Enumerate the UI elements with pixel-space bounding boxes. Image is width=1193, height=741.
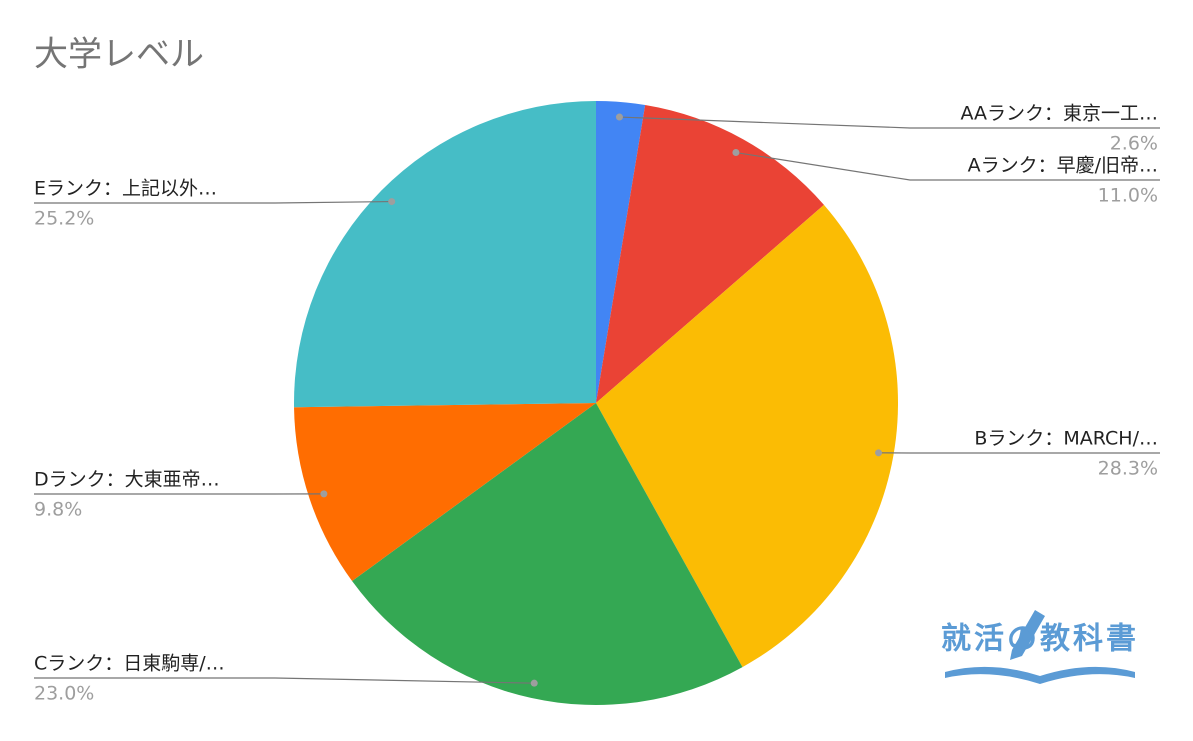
leader-dot <box>320 490 328 498</box>
legend-label: AAランク：東京一工… <box>960 103 1158 125</box>
leader-dot <box>875 449 883 457</box>
legend-label: Aランク：早慶/旧帝… <box>968 155 1158 177</box>
logo: 就活の教科書 <box>941 610 1139 684</box>
data-label: 25.2% <box>34 208 94 230</box>
leader-dot <box>732 149 740 157</box>
pie <box>294 101 898 705</box>
logo-book <box>945 666 1135 684</box>
pie-slice <box>294 403 596 582</box>
pie-slice <box>596 105 824 404</box>
legend-label: Dランク：大東亜帝… <box>34 469 220 491</box>
legend-label: Cランク：日東駒専/… <box>34 653 225 675</box>
data-label: 2.6% <box>1110 133 1158 155</box>
pie-slice <box>596 204 898 668</box>
leader-line <box>34 677 535 684</box>
data-label: 28.3% <box>1098 458 1158 480</box>
logo-pen <box>1010 610 1045 660</box>
leader-line <box>735 151 1160 181</box>
data-label: 23.0% <box>34 683 94 705</box>
chart-title: 大学レベル <box>34 35 204 75</box>
pie-slice <box>596 101 646 403</box>
pie-slice <box>352 403 743 705</box>
leader-dot <box>388 198 396 206</box>
legend-label: Eランク：上記以外… <box>34 178 217 200</box>
leader-line <box>619 116 1160 129</box>
data-label: 9.8% <box>34 499 82 521</box>
leader-dot <box>615 113 623 121</box>
logo-text: 就活の教科書 <box>941 622 1139 657</box>
data-label: 11.0% <box>1098 185 1158 207</box>
pie-slice <box>294 101 596 408</box>
leader-dot <box>530 679 538 687</box>
legend-label: Bランク：MARCH/… <box>974 428 1158 450</box>
leader-line <box>34 200 392 204</box>
